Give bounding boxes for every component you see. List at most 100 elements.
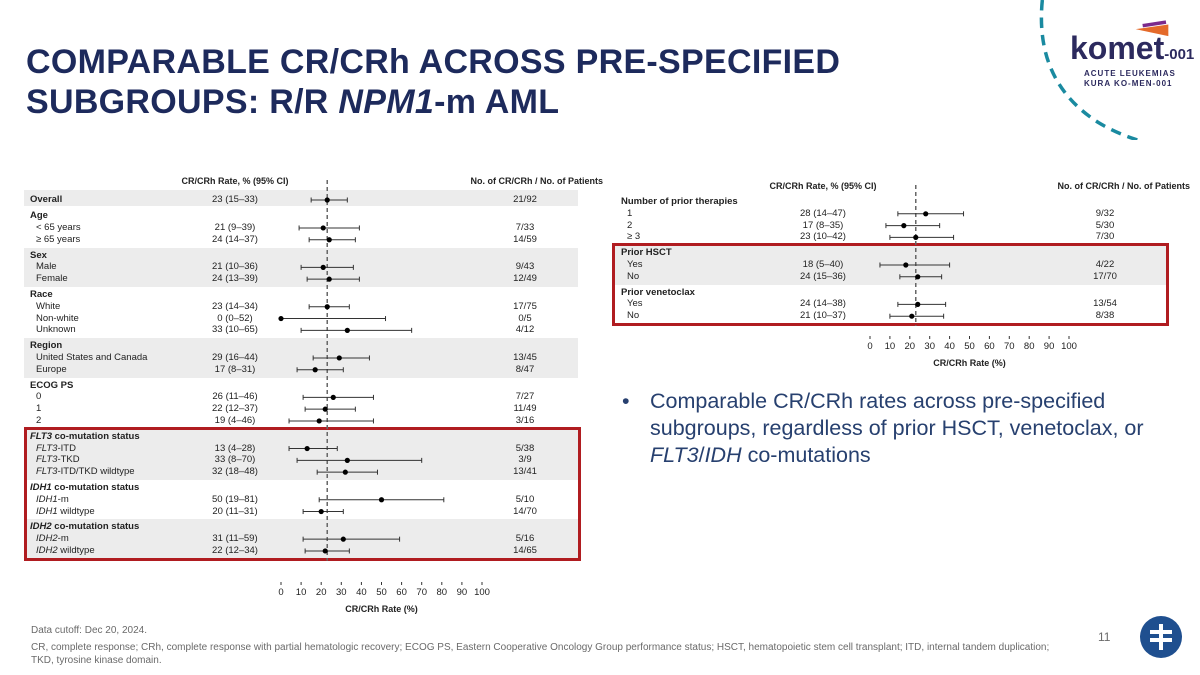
bullet-sep: /	[698, 443, 705, 467]
forest-marks: 0 10 20 30 40 50 60 70 80 90 100	[867, 185, 1077, 352]
row-count: 8/47	[515, 363, 535, 375]
x-tick-label: 40	[356, 587, 367, 598]
row-rate: 24 (13–39)	[212, 273, 258, 285]
row-label: Yes	[627, 298, 643, 310]
title-gene: NPM1	[338, 83, 435, 121]
point-estimate	[913, 234, 919, 240]
gene-name: IDH2	[36, 533, 58, 545]
point-estimate	[326, 276, 332, 282]
col-header-rate: CR/CRh Rate, % (95% CI)	[181, 176, 289, 186]
gene-name: IDH1	[30, 481, 52, 493]
row-rate: 17 (8–31)	[214, 363, 256, 375]
row-label: IDH1 wildtype	[36, 505, 95, 517]
row-label: 0	[36, 391, 42, 403]
row-label: ≥ 65 years	[36, 233, 81, 245]
group-label: IDH2 co-mutation status	[30, 521, 140, 533]
x-tick-label: 40	[944, 341, 955, 352]
row-count: 7/27	[515, 391, 535, 403]
logo-subtitle: ACUTE LEUKEMIAS KURA KO-MEN-001	[1084, 69, 1176, 89]
row-rate: 17 (8–35)	[802, 219, 844, 231]
row-rate: 19 (4–46)	[214, 414, 256, 426]
row-count: 5/38	[515, 442, 535, 454]
group-label: Overall	[30, 194, 63, 205]
point-estimate	[324, 197, 330, 203]
row-label: Europe	[36, 363, 67, 375]
x-tick-label: 90	[1044, 341, 1055, 352]
x-tick-label: 80	[1024, 341, 1035, 352]
row-rate: 22 (12–34)	[212, 544, 258, 556]
gene-name: FLT3	[36, 466, 58, 478]
row-count: 4/12	[515, 324, 535, 336]
data-cutoff: Data cutoff: Dec 20, 2024.	[31, 625, 148, 636]
row-label: IDH1-m	[36, 493, 69, 505]
row-rate: 32 (18–48)	[212, 466, 258, 478]
group-label: Prior HSCT	[621, 247, 672, 259]
point-estimate	[278, 315, 284, 322]
point-estimate	[344, 457, 350, 463]
row-label: United States and Canada	[36, 351, 148, 363]
row-count: 17/75	[513, 300, 537, 312]
group-label: Region	[30, 340, 63, 352]
point-estimate	[312, 367, 318, 373]
row-count: 9/32	[1095, 207, 1115, 219]
row-label: 1	[627, 207, 633, 219]
x-tick-label: 50	[376, 587, 387, 598]
bullet-text: Comparable CR/CRh rates across pre-speci…	[650, 389, 1144, 440]
row-count: 14/70	[513, 505, 537, 517]
highlight-box	[24, 426, 581, 561]
col-header-count: No. of CR/CRh / No. of Patients	[470, 176, 604, 186]
point-estimate	[320, 225, 326, 231]
point-estimate	[344, 327, 350, 333]
row-count: 5/16	[515, 533, 535, 545]
point-estimate	[923, 211, 929, 217]
row-rate: 22 (12–37)	[212, 403, 258, 415]
x-tick-label: 90	[457, 587, 468, 598]
x-tick-label: 10	[296, 587, 307, 598]
gene-name: FLT3	[30, 430, 52, 442]
row-count: 21/92	[513, 194, 537, 205]
row-count: 17/70	[1093, 270, 1117, 282]
row-count: 7/33	[515, 221, 535, 233]
row-rate: 24 (15–36)	[800, 270, 846, 282]
col-header-rate: CR/CRh Rate, % (95% CI)	[769, 181, 877, 191]
group-label: IDH1 co-mutation status	[30, 481, 140, 493]
group-label: FLT3 co-mutation status	[30, 430, 140, 442]
row-count: 13/45	[513, 351, 537, 363]
point-estimate	[903, 262, 909, 268]
x-axis-label: CR/CRh Rate (%)	[345, 604, 418, 614]
abbreviations: CR, complete response; CRh, complete res…	[31, 642, 1050, 666]
group-band	[24, 428, 578, 480]
row-count: 8/38	[1095, 310, 1115, 322]
row-count: 3/16	[515, 414, 535, 426]
row-rate: 0 (0–52)	[217, 312, 253, 324]
x-tick-label: 20	[905, 341, 916, 352]
row-rate: 21 (10–36)	[212, 261, 258, 273]
row-label: FLT3-ITD	[36, 442, 76, 454]
logo-suffix: -001	[1164, 46, 1195, 63]
forest-plot-right: CR/CRh Rate, % (95% CI) No. of CR/CRh / N…	[612, 181, 1190, 368]
row-rate: 21 (9–39)	[214, 221, 256, 233]
bullet-gene-flt3: FLT3	[650, 443, 699, 467]
gene-name: IDH2	[36, 544, 58, 556]
x-tick-label: 70	[1004, 341, 1015, 352]
row-label: Yes	[627, 259, 643, 270]
company-logo-icon	[1140, 616, 1182, 658]
row-rate: 21 (10–37)	[800, 310, 846, 322]
row-rate: 20 (11–31)	[212, 505, 258, 517]
row-label: White	[36, 300, 61, 312]
row-rate: 28 (14–47)	[800, 207, 846, 219]
gene-name: IDH1	[36, 493, 58, 505]
row-label: 2	[36, 414, 42, 426]
bullet-gene-idh: IDH	[704, 443, 742, 467]
point-estimate	[326, 237, 332, 243]
point-estimate	[318, 508, 324, 515]
point-estimate	[320, 264, 326, 270]
point-estimate	[342, 469, 348, 475]
row-count: 13/54	[1093, 298, 1117, 310]
x-tick-label: 100	[474, 587, 490, 598]
row-label: No	[627, 270, 640, 282]
point-estimate	[915, 301, 921, 307]
row-count: 9/43	[515, 261, 535, 273]
row-label: FLT3-ITD/TKD wildtype	[36, 466, 135, 478]
row-label: < 65 years	[36, 221, 81, 233]
